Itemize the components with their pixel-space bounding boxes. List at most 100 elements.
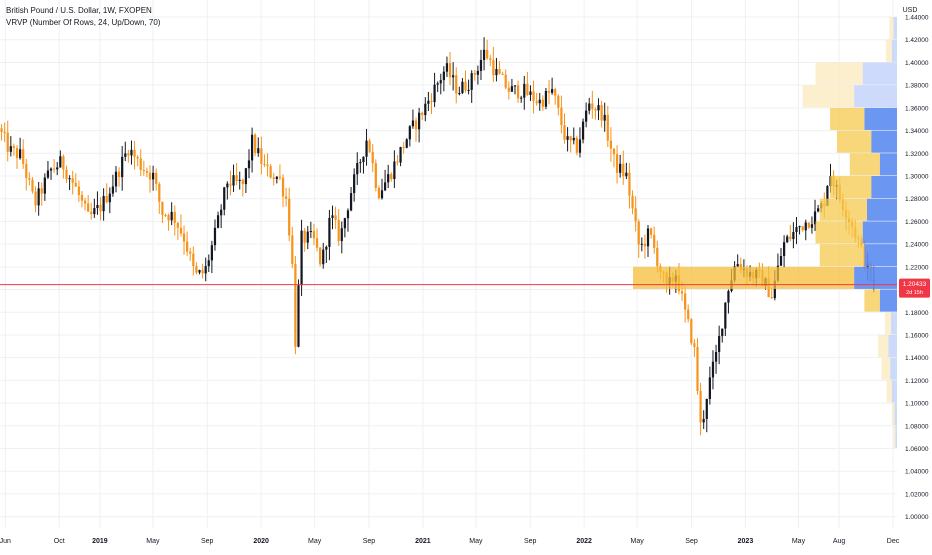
- candle-down[interactable]: [377, 187, 381, 199]
- candle-up[interactable]: [458, 93, 461, 95]
- candle-down[interactable]: [600, 105, 603, 121]
- candle-down[interactable]: [278, 176, 282, 178]
- candle-up[interactable]: [702, 418, 705, 423]
- candle-up[interactable]: [114, 171, 118, 187]
- candle-down[interactable]: [6, 132, 9, 152]
- candle-down[interactable]: [455, 75, 458, 94]
- candle-up[interactable]: [640, 243, 643, 245]
- candle-up[interactable]: [297, 285, 300, 347]
- candle-up[interactable]: [544, 91, 548, 107]
- candle-up[interactable]: [813, 211, 817, 225]
- candle-down[interactable]: [402, 147, 405, 149]
- candle-down[interactable]: [390, 174, 393, 180]
- candle-down[interactable]: [486, 49, 489, 59]
- candle-up[interactable]: [365, 140, 368, 157]
- candle-up[interactable]: [37, 188, 40, 206]
- candle-up[interactable]: [439, 80, 442, 84]
- candle-down[interactable]: [609, 140, 613, 149]
- candle-down[interactable]: [319, 247, 322, 265]
- candle-up[interactable]: [495, 69, 498, 76]
- candle-down[interactable]: [155, 172, 158, 184]
- candle-up[interactable]: [349, 193, 353, 211]
- candle-up[interactable]: [523, 83, 526, 98]
- candle-down[interactable]: [254, 134, 257, 154]
- candle-up[interactable]: [724, 302, 727, 329]
- candle-down[interactable]: [142, 169, 145, 171]
- candle-up[interactable]: [578, 139, 582, 153]
- candle-up[interactable]: [96, 204, 99, 209]
- candle-down[interactable]: [269, 166, 272, 178]
- candle-down[interactable]: [90, 211, 93, 215]
- candle-up[interactable]: [343, 218, 346, 229]
- candle-up[interactable]: [340, 228, 343, 242]
- candle-down[interactable]: [291, 235, 294, 264]
- candle-down[interactable]: [526, 83, 529, 95]
- candle-up[interactable]: [585, 110, 588, 122]
- candle-up[interactable]: [380, 190, 384, 199]
- candle-down[interactable]: [374, 163, 377, 188]
- candle-down[interactable]: [281, 177, 285, 197]
- candle-down[interactable]: [179, 227, 183, 234]
- candle-down[interactable]: [396, 161, 399, 163]
- candle-down[interactable]: [464, 81, 467, 91]
- candle-up[interactable]: [572, 137, 575, 141]
- candle-up[interactable]: [795, 227, 798, 233]
- candle-up[interactable]: [331, 215, 334, 218]
- candle-up[interactable]: [204, 266, 207, 274]
- candle-down[interactable]: [532, 91, 535, 102]
- candle-up[interactable]: [207, 260, 210, 267]
- candle-down[interactable]: [606, 114, 609, 141]
- candle-down[interactable]: [133, 149, 136, 157]
- candle-down[interactable]: [241, 179, 244, 185]
- candle-down[interactable]: [656, 247, 659, 267]
- candle-up[interactable]: [325, 246, 328, 250]
- candle-up[interactable]: [452, 75, 455, 78]
- candle-down[interactable]: [87, 203, 90, 212]
- candle-down[interactable]: [504, 74, 507, 88]
- candle-down[interactable]: [687, 309, 690, 320]
- candle-down[interactable]: [263, 163, 266, 165]
- candle-down[interactable]: [145, 170, 149, 173]
- candle-down[interactable]: [516, 85, 520, 99]
- candle-up[interactable]: [383, 182, 387, 191]
- candle-down[interactable]: [594, 108, 597, 111]
- candle-down[interactable]: [260, 148, 263, 164]
- candle-down[interactable]: [80, 194, 84, 201]
- candle-down[interactable]: [498, 69, 501, 74]
- candle-up[interactable]: [216, 215, 220, 228]
- candle-up[interactable]: [247, 160, 251, 169]
- candle-down[interactable]: [680, 291, 684, 294]
- candle-up[interactable]: [646, 228, 650, 247]
- candle-up[interactable]: [467, 89, 470, 91]
- candle-down[interactable]: [569, 136, 572, 141]
- candle-down[interactable]: [634, 208, 637, 222]
- candle-up[interactable]: [359, 162, 362, 164]
- candle-up[interactable]: [786, 236, 789, 243]
- candle-up[interactable]: [121, 156, 124, 178]
- candle-down[interactable]: [74, 182, 77, 187]
- candle-down[interactable]: [186, 241, 189, 252]
- candle-up[interactable]: [510, 86, 514, 92]
- candle-up[interactable]: [566, 136, 569, 140]
- candle-up[interactable]: [405, 139, 408, 148]
- candle-down[interactable]: [535, 101, 538, 104]
- candle-up[interactable]: [43, 177, 46, 194]
- candle-up[interactable]: [306, 231, 309, 243]
- candle-down[interactable]: [235, 175, 238, 181]
- candle-down[interactable]: [312, 230, 316, 239]
- candle-up[interactable]: [625, 172, 628, 177]
- candle-down[interactable]: [591, 103, 594, 109]
- candle-up[interactable]: [102, 196, 105, 212]
- candle-down[interactable]: [448, 63, 452, 78]
- candle-down[interactable]: [40, 188, 43, 194]
- candle-up[interactable]: [124, 153, 127, 157]
- candle-up[interactable]: [810, 224, 814, 228]
- candle-down[interactable]: [770, 297, 773, 299]
- candle-up[interactable]: [244, 168, 248, 185]
- candle-down[interactable]: [176, 222, 179, 228]
- candle-up[interactable]: [68, 178, 71, 180]
- candle-up[interactable]: [250, 134, 254, 161]
- candle-down[interactable]: [334, 215, 337, 220]
- candle-down[interactable]: [117, 171, 121, 178]
